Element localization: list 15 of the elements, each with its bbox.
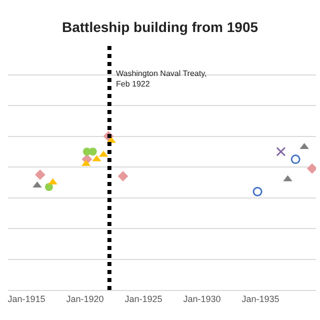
point bbox=[34, 169, 46, 180]
point bbox=[118, 171, 128, 182]
point bbox=[44, 182, 53, 191]
x-tick-label: Jan-1915 bbox=[8, 294, 46, 304]
ref-line-label: Washington Naval Treaty, Feb 1922 bbox=[116, 69, 207, 88]
x-tick-label: Jan-1920 bbox=[66, 294, 104, 304]
point bbox=[88, 148, 97, 156]
point bbox=[276, 146, 286, 156]
point bbox=[290, 154, 300, 164]
x-tick-label: Jan-1925 bbox=[124, 294, 162, 304]
point bbox=[306, 163, 316, 174]
x-tick-label: Jan-1930 bbox=[183, 294, 221, 304]
point bbox=[252, 186, 262, 196]
chart-title: Battleship building from 1905 bbox=[62, 19, 258, 36]
x-tick-label: Jan-1935 bbox=[242, 294, 280, 304]
